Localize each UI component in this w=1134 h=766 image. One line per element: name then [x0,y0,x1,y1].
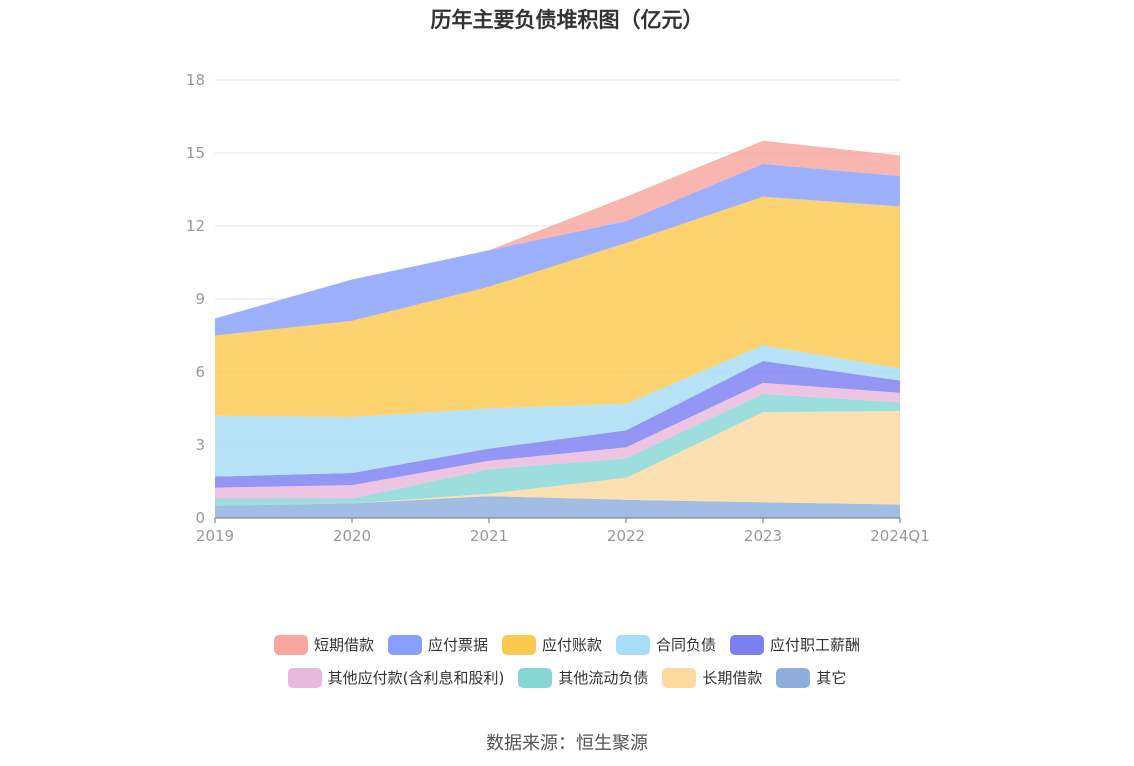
legend-label: 长期借款 [702,669,763,687]
chart-legend: 短期借款 应付票据 应付账款 合同负债 应付职工薪酬其他应付款(含利息和股利) 其他流动负… [0,628,1134,694]
area-series-2 [215,393,900,506]
legend-item[interactable]: 应付账款 [501,634,602,655]
legend-item[interactable]: 其它 [776,667,846,688]
stacked-area-chart: 0 3 6 9 12 15 18 2019 2020 2021 2022 2023 2024Q1 [186,71,930,545]
legend-label: 其他流动负债 [558,669,649,687]
legend-item[interactable]: 其他流动负债 [518,667,648,688]
y-tick-label: 15 [186,144,205,162]
legend-row: 其他应付款(含利息和股利) 其他流动负债 长期借款 其它 [0,661,1134,694]
legend-label: 应付职工薪酬 [770,636,861,654]
area-series-5 [215,345,900,477]
legend-swatch [730,634,765,655]
legend-item[interactable]: 合同负债 [616,634,716,655]
x-tick-label: 2021 [470,527,508,545]
x-tick-label: 2020 [333,527,371,545]
x-tick-label: 2024Q1 [870,527,930,545]
area-series-4 [215,361,900,488]
y-tick-label: 0 [195,509,205,527]
legend-label: 合同负债 [656,636,717,654]
legend-swatch [287,667,322,688]
chart-title: 历年主要负债堆积图（亿元） [430,8,704,32]
y-tick-label: 6 [195,363,205,381]
area-series-8 [215,140,900,319]
legend-row: 短期借款 应付票据 应付账款 合同负债 应付职工薪酬 [0,628,1134,661]
y-tick-label: 18 [186,71,205,89]
legend-swatch [501,634,536,655]
legend-swatch [776,667,811,688]
area-series-6 [215,196,900,417]
legend-swatch [616,634,650,655]
legend-label: 其它 [816,669,847,687]
legend-label: 其他应付款(含利息和股利) [327,669,505,687]
legend-item[interactable]: 长期借款 [662,667,762,688]
legend-item[interactable]: 应付票据 [387,634,488,655]
legend-swatch [273,634,308,655]
x-tick-label: 2023 [744,527,782,545]
data-source-note: 数据来源：恒生聚源 [486,733,648,754]
area-series-0 [215,496,900,518]
legend-item[interactable]: 短期借款 [273,634,374,655]
legend-swatch [387,634,422,655]
area-series-3 [215,382,900,499]
legend-swatch [662,667,697,688]
y-tick-label: 3 [195,436,205,454]
legend-label: 短期借款 [313,636,374,654]
legend-item[interactable]: 其他应付款(含利息和股利) [287,667,505,688]
area-series-7 [215,163,900,336]
legend-item[interactable]: 应付职工薪酬 [730,634,860,655]
y-tick-label: 12 [186,217,205,235]
legend-label: 应付票据 [427,636,488,654]
y-tick-label: 9 [195,290,205,308]
x-tick-label: 2019 [196,527,234,545]
legend-label: 应付账款 [541,636,602,654]
legend-swatch [518,667,553,688]
x-tick-label: 2022 [607,527,645,545]
area-series-1 [215,410,900,506]
